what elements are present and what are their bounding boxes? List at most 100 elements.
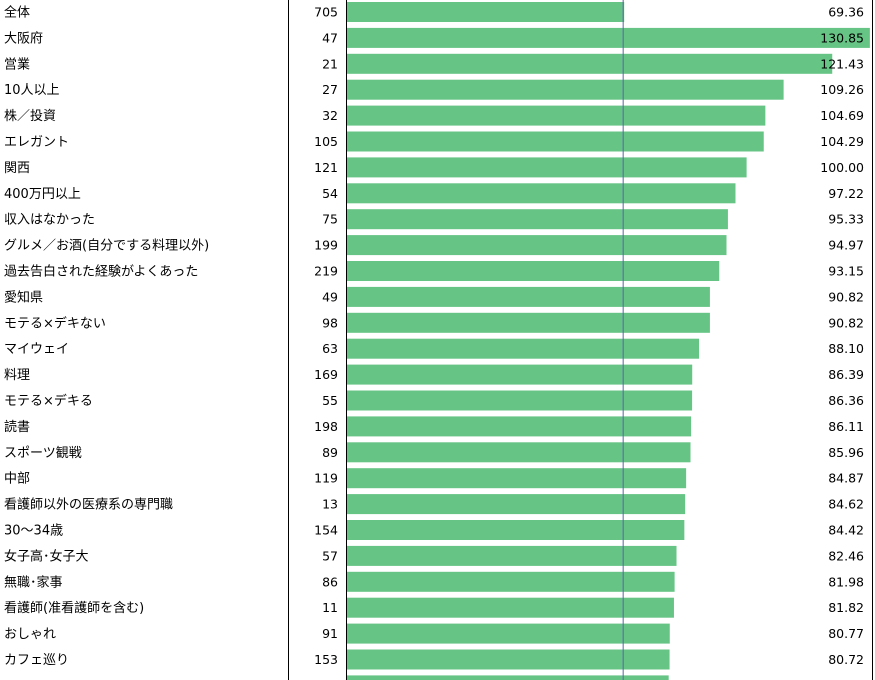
row-label: 読書 [4,419,30,435]
bar-13 [347,338,700,359]
row-label: モテる×デキない [4,315,106,331]
row-label: 愛知県 [4,289,43,305]
bar-14 [347,364,693,385]
row-count: 55 [322,393,338,408]
row-score: 81.82 [828,600,864,615]
row-count: 57 [322,548,338,563]
bar-10 [347,261,720,281]
row-label: 看護師以外の医療系の専門職 [4,497,173,513]
row-score: 130.85 [820,30,864,45]
row-count: 705 [314,5,338,20]
row-score: 84.62 [828,497,864,512]
row-count: 13 [322,497,338,512]
row-count: 119 [314,471,338,486]
row-count: 75 [322,212,338,227]
bar-24 [347,623,670,644]
row-count: 98 [322,315,338,330]
row-label: 女子高･女子大 [4,548,89,564]
row-score: 80.77 [828,626,864,641]
bar-9 [347,235,727,256]
row-score: 86.11 [828,419,864,434]
row-label: マイウェイ [4,342,69,357]
row-count: 63 [322,341,338,356]
bar-11 [347,286,710,307]
row-label: 10人以上 [4,83,60,98]
row-label: おしゃれ [4,627,56,642]
row-label: カフェ巡り [4,653,69,668]
bar-6 [347,157,747,178]
row-count: 219 [314,264,338,279]
row-score: 84.42 [828,523,864,538]
row-label: 関西 [4,161,30,176]
row-count: 153 [314,652,338,667]
row-score: 100.00 [820,160,864,175]
bar-7 [347,183,736,204]
row-score: 94.97 [828,238,864,253]
bar-23 [347,597,674,618]
row-label: 無職･家事 [4,574,63,590]
bar-0 [347,2,625,22]
row-score: 81.98 [828,574,864,589]
row-score: 85.96 [828,445,864,460]
row-count: 121 [314,160,338,175]
row-score: 95.33 [828,212,864,227]
row-score: 90.82 [828,315,864,330]
bars-group [347,2,870,680]
row-score: 84.87 [828,471,864,486]
bar-22 [347,571,675,592]
row-count: 21 [322,56,338,71]
row-label: 400万円以上 [4,187,81,202]
row-count: 169 [314,367,338,382]
row-score: 121.43 [820,56,864,71]
row-count: 27 [322,82,338,97]
labels-group: 全体 705 69.36 大阪府 47 130.85 営業 21 121.43 10人以上 27 10… [4,5,864,669]
row-count: 154 [314,523,338,538]
row-score: 97.22 [828,186,864,201]
row-label: 収入はなかった [4,213,95,228]
row-count: 49 [322,289,338,304]
row-score: 109.26 [820,82,864,97]
row-label: 料理 [4,368,30,383]
row-label: 30～34歳 [4,524,63,539]
row-label: 過去告白された経験がよくあった [4,264,198,280]
row-count: 47 [322,30,338,45]
row-count: 89 [322,445,338,460]
row-label: スポーツ観戦 [4,446,82,461]
row-count: 86 [322,574,338,589]
row-score: 104.69 [820,108,864,123]
row-label: モテる×デキる [4,393,93,409]
bar-20 [347,520,685,540]
bar-16 [347,416,692,437]
bar-5 [347,131,764,152]
bar-18 [347,468,687,489]
bar-8 [347,209,728,230]
bar-19 [347,494,686,515]
row-score: 88.10 [828,341,864,356]
row-count: 105 [314,134,338,149]
bar-cutoff [347,675,669,680]
row-count: 198 [314,419,338,434]
bar-2 [347,53,833,74]
row-score: 86.36 [828,393,864,408]
row-label: エレガント [4,135,69,150]
row-count: 32 [322,108,338,123]
row-label: 営業 [4,56,30,72]
row-score: 93.15 [828,264,864,279]
row-count: 199 [314,238,338,253]
row-label: 株／投資 [4,108,56,124]
row-label: 中部 [4,472,30,487]
bar-15 [347,390,693,411]
row-score: 82.46 [828,548,864,563]
bar-21 [347,545,677,566]
bar-12 [347,312,710,333]
bar-4 [347,105,766,126]
row-score: 104.29 [820,134,864,149]
row-score: 90.82 [828,289,864,304]
bar-17 [347,442,691,463]
row-score: 86.39 [828,367,864,382]
row-label: 全体 [4,5,30,21]
bar-3 [347,79,784,100]
row-score: 80.72 [828,652,864,667]
row-count: 54 [322,186,338,201]
